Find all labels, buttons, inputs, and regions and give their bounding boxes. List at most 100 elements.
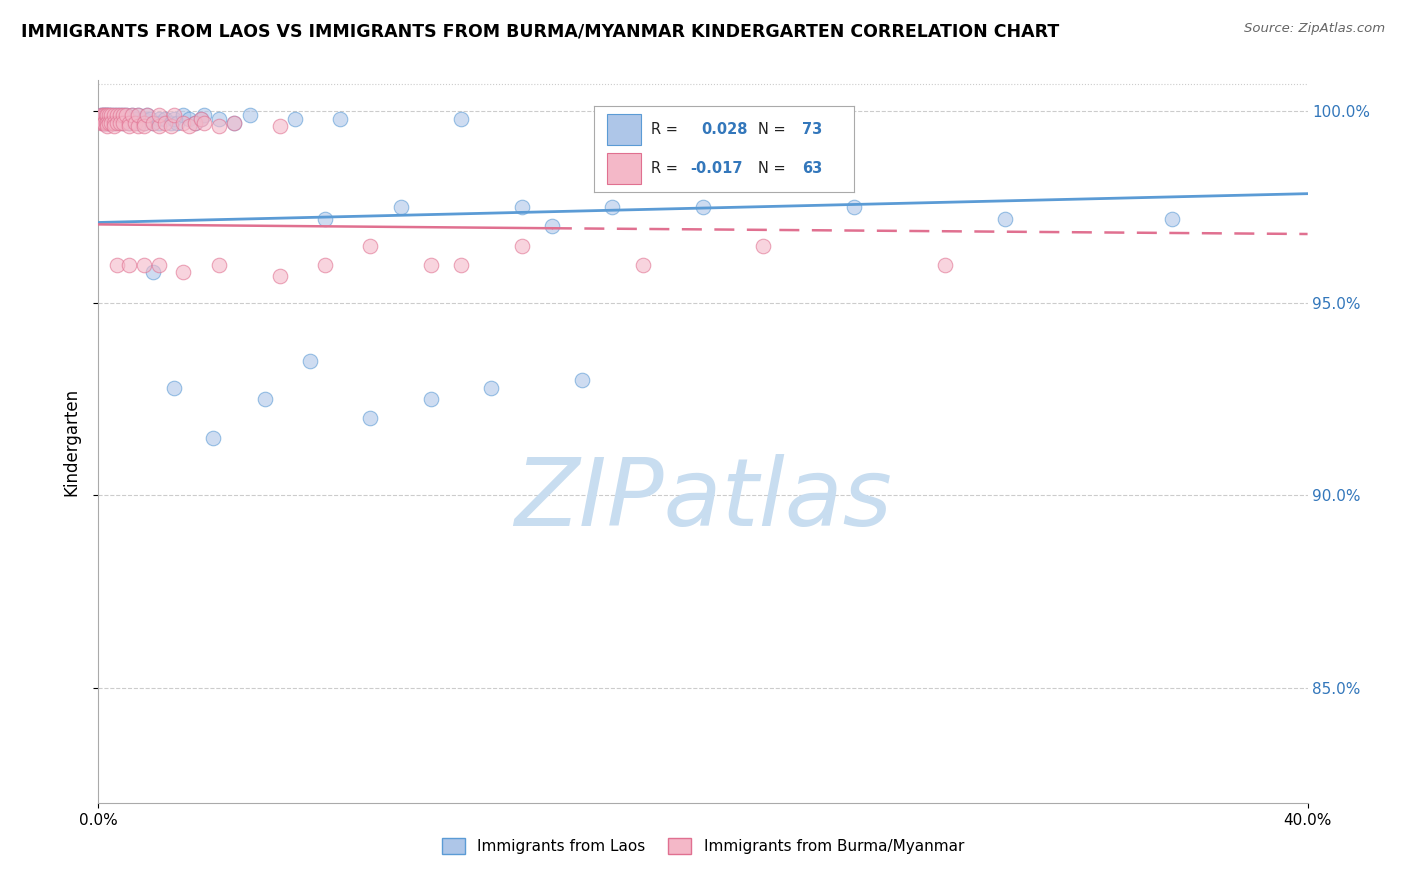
Text: ZIPatlas: ZIPatlas [515, 454, 891, 545]
Point [510, 200, 533, 214]
Point [94, 115, 117, 129]
Point [193, 115, 215, 129]
Point [142, 115, 165, 129]
Point [114, 108, 136, 122]
Point [184, 115, 207, 129]
Point [118, 115, 141, 129]
Point [98, 108, 121, 122]
Point [179, 120, 201, 134]
Point [299, 354, 322, 368]
Point [208, 120, 231, 134]
Point [571, 373, 593, 387]
Point [118, 258, 141, 272]
Point [98, 115, 121, 129]
Point [111, 108, 134, 122]
Point [127, 120, 149, 134]
Point [420, 258, 443, 272]
Point [172, 108, 194, 122]
Point [100, 108, 122, 122]
Point [103, 112, 125, 126]
Point [934, 258, 956, 272]
Point [314, 258, 336, 272]
Point [111, 115, 134, 129]
Point [118, 112, 141, 126]
Point [91, 115, 114, 129]
Point [314, 211, 336, 226]
Point [420, 392, 443, 407]
Point [163, 112, 186, 126]
Point [127, 115, 149, 129]
Point [284, 112, 307, 126]
Point [224, 115, 246, 129]
Point [160, 115, 183, 129]
Point [121, 108, 143, 122]
Point [111, 108, 134, 122]
Point [108, 108, 131, 122]
Text: IMMIGRANTS FROM LAOS VS IMMIGRANTS FROM BURMA/MYANMAR KINDERGARTEN CORRELATION C: IMMIGRANTS FROM LAOS VS IMMIGRANTS FROM … [21, 22, 1059, 40]
Point [160, 120, 183, 134]
Point [94, 112, 117, 126]
Point [105, 108, 128, 122]
Point [148, 112, 170, 126]
Point [91, 108, 114, 122]
Point [103, 108, 125, 122]
Point [105, 108, 128, 122]
Point [631, 112, 654, 126]
Point [193, 108, 215, 122]
Point [450, 258, 472, 272]
Point [103, 120, 125, 134]
Legend: Immigrants from Laos, Immigrants from Burma/Myanmar: Immigrants from Laos, Immigrants from Bu… [436, 832, 970, 860]
Point [93, 115, 115, 129]
Point [127, 108, 149, 122]
Point [105, 115, 128, 129]
Point [994, 211, 1017, 226]
Point [93, 108, 115, 122]
Point [96, 120, 118, 134]
Point [91, 108, 114, 122]
Point [135, 108, 157, 122]
Point [108, 112, 131, 126]
Point [179, 112, 201, 126]
Point [163, 108, 186, 122]
Point [96, 115, 118, 129]
Point [132, 258, 155, 272]
Point [132, 115, 155, 129]
Point [172, 115, 194, 129]
Point [96, 112, 118, 126]
Point [93, 108, 115, 122]
Point [148, 115, 170, 129]
Point [121, 108, 143, 122]
Point [139, 112, 162, 126]
Point [91, 115, 114, 129]
Point [269, 120, 291, 134]
Point [105, 112, 128, 126]
Point [142, 115, 165, 129]
Point [103, 115, 125, 129]
Point [360, 238, 382, 252]
Point [96, 108, 118, 122]
Point [208, 258, 231, 272]
Point [135, 108, 157, 122]
Point [692, 200, 714, 214]
Point [163, 381, 186, 395]
Point [132, 112, 155, 126]
Point [389, 200, 412, 214]
Point [202, 431, 225, 445]
Point [190, 112, 212, 126]
Point [450, 112, 472, 126]
Point [1160, 211, 1182, 226]
Point [132, 120, 155, 134]
Point [132, 115, 155, 129]
Point [752, 238, 775, 252]
Point [540, 219, 562, 234]
Point [166, 115, 188, 129]
Point [108, 108, 131, 122]
Point [93, 115, 115, 129]
Point [148, 258, 170, 272]
Point [111, 115, 134, 129]
Point [100, 112, 122, 126]
Point [269, 269, 291, 284]
Point [114, 108, 136, 122]
Point [96, 115, 118, 129]
Point [96, 108, 118, 122]
